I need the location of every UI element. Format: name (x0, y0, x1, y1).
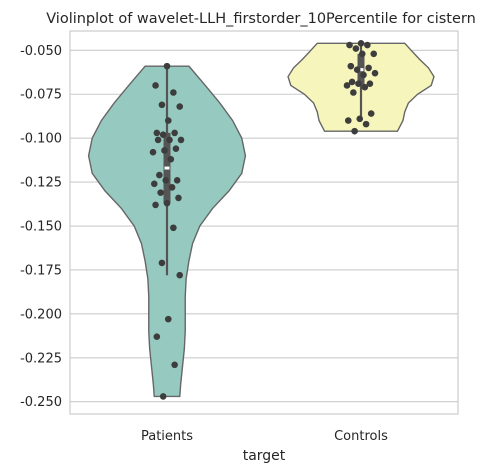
x-tick-label: Controls (334, 429, 388, 444)
y-tick-label: -0.125 (20, 176, 62, 191)
data-point (353, 66, 361, 73)
data-point (348, 78, 356, 86)
data-point (356, 115, 364, 123)
data-point (343, 82, 351, 89)
data-point (157, 189, 164, 196)
y-axis-ticks: -0.050 -0.075 -0.100 -0.125 -0.150 -0.175 -0.2… (20, 44, 62, 410)
data-point (158, 101, 166, 109)
data-point (161, 147, 168, 154)
data-point (170, 89, 177, 96)
data-point (352, 45, 360, 52)
data-point (351, 127, 358, 135)
y-tick-label: -0.100 (20, 132, 62, 147)
data-point (355, 80, 362, 88)
data-point (153, 333, 161, 340)
data-point (163, 199, 171, 207)
y-tick-label: -0.250 (20, 395, 62, 410)
violins (87, 42, 435, 398)
data-point (158, 259, 166, 267)
data-point (357, 39, 365, 47)
data-point (347, 62, 355, 70)
data-point (164, 117, 172, 124)
data-point (366, 80, 374, 88)
data-point (367, 110, 375, 117)
y-tick-label: -0.075 (20, 88, 62, 103)
x-axis-label: target (243, 448, 286, 464)
data-point (171, 361, 178, 369)
y-tick-label: -0.150 (20, 220, 62, 235)
median-marker (164, 166, 170, 170)
data-point (167, 155, 175, 163)
data-point (177, 136, 185, 144)
data-point (344, 117, 352, 124)
data-point (159, 131, 167, 138)
data-point (152, 82, 159, 89)
data-point (159, 393, 167, 400)
data-point (163, 62, 171, 70)
data-point (164, 315, 172, 323)
data-point (364, 41, 371, 49)
data-point (361, 83, 369, 91)
strip-points (149, 39, 379, 400)
data-point (153, 129, 161, 137)
y-tick-label: -0.050 (20, 44, 62, 59)
data-point (370, 50, 378, 58)
data-point (176, 103, 184, 110)
data-point (173, 177, 181, 184)
data-point (350, 89, 357, 96)
data-point (365, 64, 372, 72)
data-point (172, 145, 180, 153)
plot-frame (69, 30, 459, 415)
data-point (154, 136, 162, 144)
data-point (362, 120, 370, 128)
data-point (371, 69, 379, 77)
y-tick-label: -0.200 (20, 307, 62, 322)
data-point (175, 194, 182, 202)
data-point (156, 171, 163, 179)
y-tick-label: -0.175 (20, 263, 62, 278)
data-point (360, 71, 367, 79)
data-point (149, 148, 157, 156)
data-point (346, 41, 353, 49)
data-point (170, 224, 177, 232)
chart-title: Violinplot of wavelet-LLH_firstorder_10P… (46, 11, 476, 27)
data-point (150, 180, 158, 188)
data-point (358, 50, 366, 58)
data-point (176, 271, 184, 279)
y-tick-label: -0.225 (20, 351, 62, 366)
data-point (166, 136, 173, 144)
data-point (152, 201, 159, 209)
median-marker (358, 68, 364, 72)
data-point (168, 184, 176, 191)
x-tick-label: Patients (141, 429, 193, 444)
data-point (162, 177, 170, 184)
data-point (171, 129, 178, 137)
x-axis-ticks: Patients Controls (141, 429, 388, 444)
